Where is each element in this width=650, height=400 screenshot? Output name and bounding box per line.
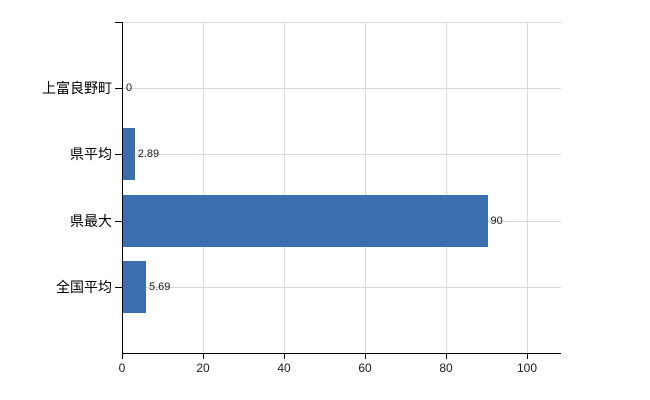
value-label: 5.69 [149,281,171,293]
x-tick-label: 0 [118,361,126,375]
vertical-gridline [446,22,447,353]
category-label: 上富良野町 [42,80,112,96]
plot-top-border [122,22,561,23]
category-label: 県最大 [70,213,112,229]
y-tick [115,221,122,222]
x-tick [284,354,285,359]
y-axis-line [122,22,123,354]
category-label: 全国平均 [56,279,112,295]
y-tick [115,88,122,89]
bar [123,195,488,247]
x-tick-label: 80 [439,361,453,375]
x-tick-label: 100 [516,361,538,375]
horizontal-gridline [123,88,561,89]
value-label: 90 [490,215,503,227]
bar-row: 90 [123,195,561,247]
bar [123,261,146,313]
vertical-gridline [365,22,366,353]
plot-area: 0 2.89 90 5.69 0 20 40 60 80 100 [115,22,561,375]
y-tick [115,22,122,23]
x-tick [122,354,123,359]
vertical-gridline [284,22,285,353]
x-tick [446,354,447,359]
vertical-gridline [203,22,204,353]
x-tick-label: 20 [196,361,210,375]
y-tick [115,154,122,155]
x-tick-label: 60 [358,361,372,375]
vertical-gridline [527,22,528,353]
value-label: 2.89 [137,148,160,160]
x-tick [365,354,366,359]
horizontal-gridline [123,154,561,155]
category-label: 県平均 [70,146,112,162]
x-tick-label: 40 [277,361,291,375]
x-tick [527,354,528,359]
value-label: 0 [126,82,133,94]
bar [123,128,135,180]
bar-row: 5.69 [123,261,561,313]
horizontal-gridline [123,287,561,288]
x-axis-line [122,353,561,354]
bar-row: 0 [123,62,561,114]
y-tick [115,287,122,288]
x-tick [203,354,204,359]
bar-row: 2.89 [123,128,561,180]
